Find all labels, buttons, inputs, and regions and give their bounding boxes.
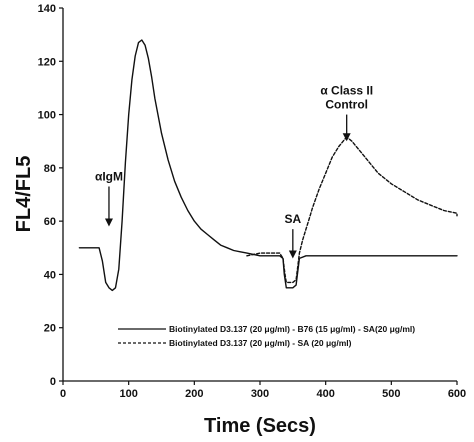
series-line-dashed [246, 137, 458, 284]
y-tick-label-1: 20 [44, 323, 56, 335]
series-line-solid [78, 39, 458, 292]
annotation-label-1-0: SA [284, 212, 301, 226]
ticks-layer: 0 100 200 300 400 500 600 0 20 40 60 80 100 120 140 [38, 3, 467, 400]
y-tick-label-3: 60 [44, 216, 56, 228]
x-tick-label-6: 600 [448, 388, 466, 400]
x-tick-label-0: 0 [60, 388, 66, 400]
x-tick-label-1: 100 [119, 388, 137, 400]
y-tick-label-6: 120 [38, 56, 56, 68]
annotation-arrow-head-1 [288, 250, 297, 259]
annotation-label-2-1: Control [325, 98, 368, 112]
x-axis-title: Time (Secs) [204, 415, 316, 437]
y-tick-label-4: 80 [44, 163, 56, 175]
legend-label-solid: Biotinylated D3.137 (20 μg/ml) - B76 (15… [169, 324, 415, 334]
annotation-arrow-head-0 [104, 218, 113, 227]
series-layer [78, 39, 458, 292]
y-axis-title: FL4/FL5 [13, 156, 35, 233]
annotation-arrow-head-2 [342, 133, 351, 142]
annotation-label-0-0: αIgM [95, 170, 123, 184]
x-tick-label-4: 400 [316, 388, 334, 400]
annotation-label-2-0: α Class II [320, 84, 373, 98]
y-tick-label-0: 0 [50, 376, 56, 388]
y-tick-label-5: 100 [38, 110, 56, 122]
legend: Biotinylated D3.137 (20 μg/ml) - B76 (15… [118, 324, 415, 348]
x-tick-label-3: 300 [251, 388, 269, 400]
x-tick-label-2: 200 [185, 388, 203, 400]
legend-label-dashed: Biotinylated D3.137 (20 μg/ml) - SA (20 … [169, 338, 352, 348]
x-tick-label-5: 500 [382, 388, 400, 400]
y-tick-label-7: 140 [38, 3, 56, 15]
y-tick-label-2: 40 [44, 269, 56, 281]
